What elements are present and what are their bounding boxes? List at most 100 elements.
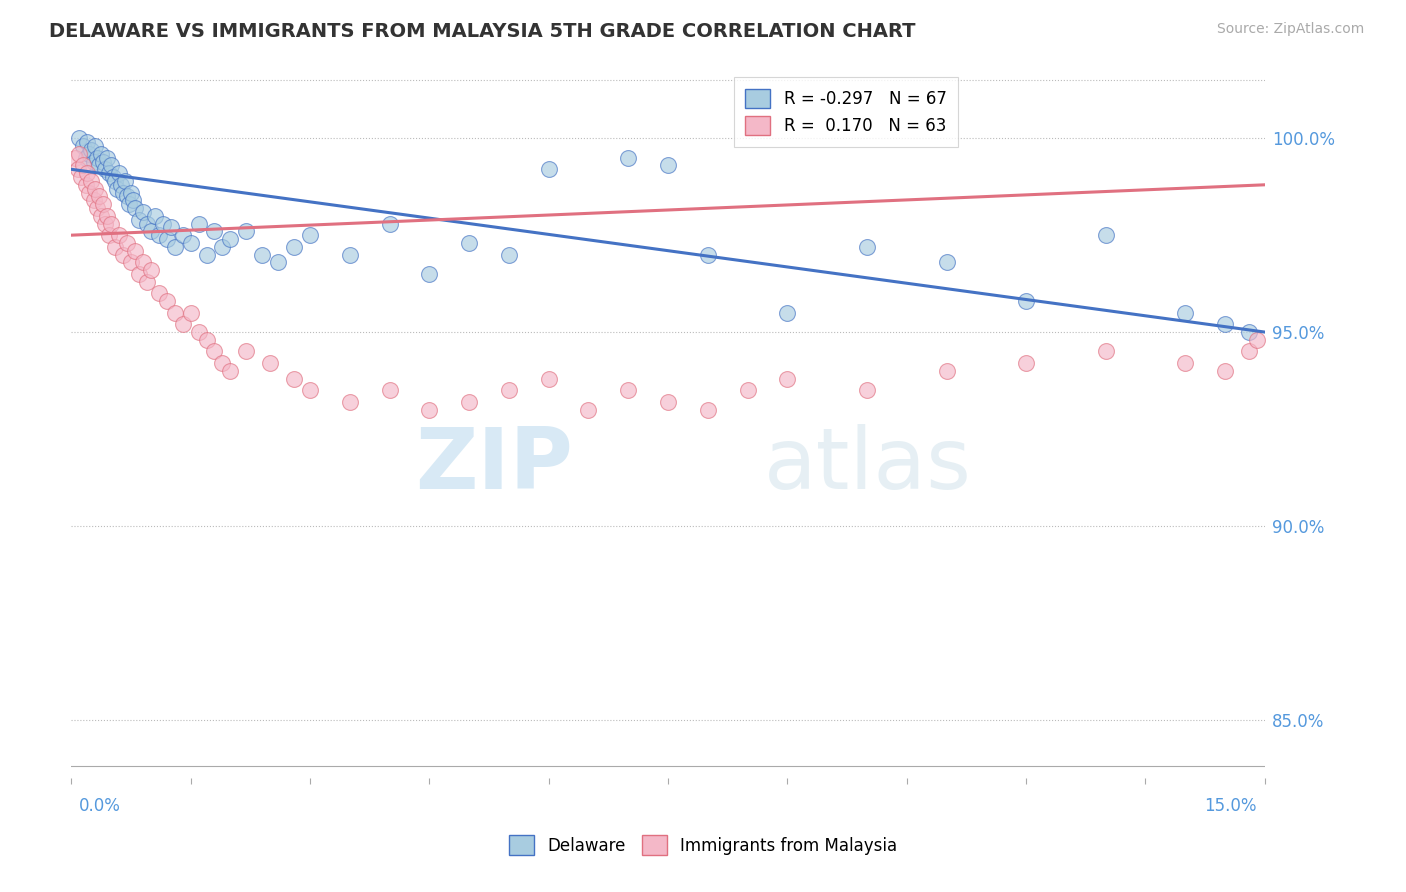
Point (617, 383, 640, 397)
Point (156, 232, 179, 246)
Point (80, 143, 103, 157)
Point (418, 402, 440, 417)
Point (77, 186, 100, 200)
Point (935, 255, 957, 269)
Point (172, 318, 194, 332)
Point (67, 146, 90, 161)
Point (195, 333, 218, 347)
Point (87, 158, 110, 172)
Point (86, 201, 108, 215)
Point (1015, 294, 1038, 309)
Point (135, 275, 157, 289)
Point (91, 154, 114, 169)
Point (219, 364, 242, 378)
Point (776, 306, 799, 320)
Point (617, 151, 640, 165)
Point (935, 364, 957, 378)
Point (172, 228, 194, 243)
Point (418, 267, 440, 281)
Legend: R = -0.297   N = 67, R =  0.170   N = 63: R = -0.297 N = 67, R = 0.170 N = 63 (734, 77, 957, 147)
Point (83, 194, 105, 208)
Point (80, 174, 103, 188)
Point (111, 247, 134, 261)
Point (84, 139, 107, 153)
Text: ZIP: ZIP (415, 425, 572, 508)
Point (111, 186, 134, 200)
Point (498, 247, 520, 261)
Point (67, 131, 90, 145)
Point (135, 217, 157, 231)
Point (1015, 356, 1038, 370)
Point (1174, 356, 1197, 370)
Point (117, 197, 139, 211)
Point (298, 383, 321, 397)
Point (114, 174, 136, 188)
Point (72, 158, 94, 172)
Point (696, 247, 718, 261)
Point (96, 151, 118, 165)
Point (657, 158, 679, 172)
Point (96, 209, 118, 223)
Point (1174, 306, 1197, 320)
Point (187, 325, 209, 339)
Point (211, 240, 233, 254)
Point (283, 371, 305, 385)
Point (537, 162, 560, 177)
Point (122, 194, 145, 208)
Point (101, 169, 124, 184)
Point (776, 371, 799, 385)
Point (195, 247, 218, 261)
Point (105, 182, 128, 196)
Point (104, 174, 127, 188)
Point (1213, 318, 1236, 332)
Point (128, 212, 150, 227)
Point (120, 186, 142, 200)
Point (159, 220, 181, 235)
Point (93, 162, 115, 177)
Point (1246, 333, 1268, 347)
Point (108, 228, 131, 243)
Point (267, 255, 290, 269)
Point (100, 217, 122, 231)
Point (148, 228, 170, 243)
Point (1237, 325, 1260, 339)
Point (90, 209, 112, 223)
Point (180, 306, 202, 320)
Point (72, 139, 94, 153)
Point (115, 189, 138, 203)
Point (537, 371, 560, 385)
Point (219, 232, 242, 246)
Point (339, 394, 361, 409)
Point (235, 224, 257, 238)
Point (211, 356, 233, 370)
Point (84, 182, 107, 196)
Text: 0.0%: 0.0% (79, 797, 121, 815)
Point (98, 166, 121, 180)
Point (120, 255, 142, 269)
Point (259, 356, 281, 370)
Point (298, 228, 321, 243)
Point (339, 247, 361, 261)
Text: Source: ZipAtlas.com: Source: ZipAtlas.com (1216, 22, 1364, 37)
Point (163, 240, 186, 254)
Point (76, 166, 98, 180)
Point (66, 162, 89, 177)
Point (204, 344, 226, 359)
Point (86, 151, 108, 165)
Point (124, 244, 146, 258)
Point (498, 383, 520, 397)
Point (378, 383, 401, 397)
Point (115, 235, 138, 250)
Point (458, 235, 481, 250)
Point (75, 178, 97, 192)
Text: DELAWARE VS IMMIGRANTS FROM MALAYSIA 5TH GRADE CORRELATION CHART: DELAWARE VS IMMIGRANTS FROM MALAYSIA 5TH… (49, 22, 915, 41)
Point (856, 240, 879, 254)
Point (69, 169, 91, 184)
Point (458, 394, 481, 409)
Point (124, 201, 146, 215)
Point (143, 209, 166, 223)
Point (1237, 344, 1260, 359)
Point (204, 224, 226, 238)
Point (100, 158, 122, 172)
Point (91, 197, 114, 211)
